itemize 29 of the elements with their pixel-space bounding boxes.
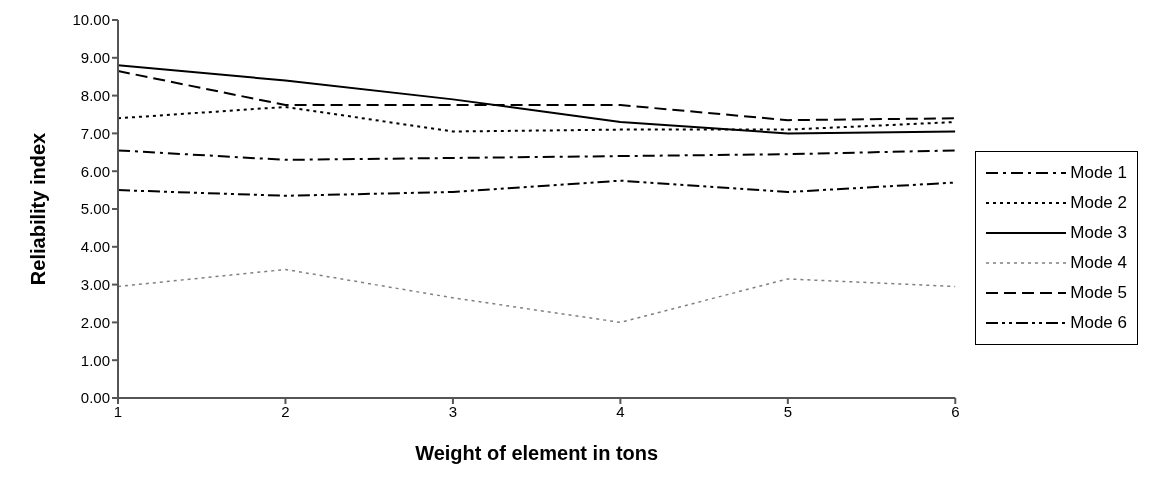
legend-label: Mode 4 bbox=[1070, 253, 1127, 273]
legend-label: Mode 1 bbox=[1070, 163, 1127, 183]
x-tick-label: 6 bbox=[951, 402, 960, 420]
y-tick-label: 3.00 bbox=[80, 275, 110, 293]
line-series bbox=[118, 149, 956, 161]
legend-label: Mode 5 bbox=[1070, 283, 1127, 303]
y-tick-label: 0.00 bbox=[80, 389, 110, 407]
line-series bbox=[118, 268, 956, 324]
y-tick-label: 1.00 bbox=[80, 351, 110, 369]
y-tick-label: 2.00 bbox=[80, 313, 110, 331]
legend-label: Mode 3 bbox=[1070, 223, 1127, 243]
line-series bbox=[118, 64, 956, 135]
x-tick-label: 5 bbox=[783, 402, 793, 420]
y-tick-label: 5.00 bbox=[80, 200, 110, 218]
y-tick-label: 9.00 bbox=[80, 49, 110, 67]
x-tick-label: 1 bbox=[113, 402, 123, 420]
x-tick-label: 4 bbox=[616, 402, 625, 420]
x-tick-label: 3 bbox=[448, 402, 458, 420]
y-tick-label: 6.00 bbox=[80, 162, 110, 180]
y-tick-label: 8.00 bbox=[80, 86, 110, 104]
y-tick-label: 4.00 bbox=[80, 238, 110, 256]
y-tick-label: 7.00 bbox=[80, 124, 110, 142]
legend-label: Mode 6 bbox=[1070, 313, 1127, 333]
line-series bbox=[118, 179, 956, 197]
x-axis-title: Weight of element in tons bbox=[415, 442, 659, 464]
y-tick-label: 10.00 bbox=[72, 11, 110, 29]
y-axis-title: Reliability index bbox=[27, 132, 50, 286]
x-tick-label: 2 bbox=[281, 402, 290, 420]
legend-label: Mode 2 bbox=[1070, 193, 1127, 213]
